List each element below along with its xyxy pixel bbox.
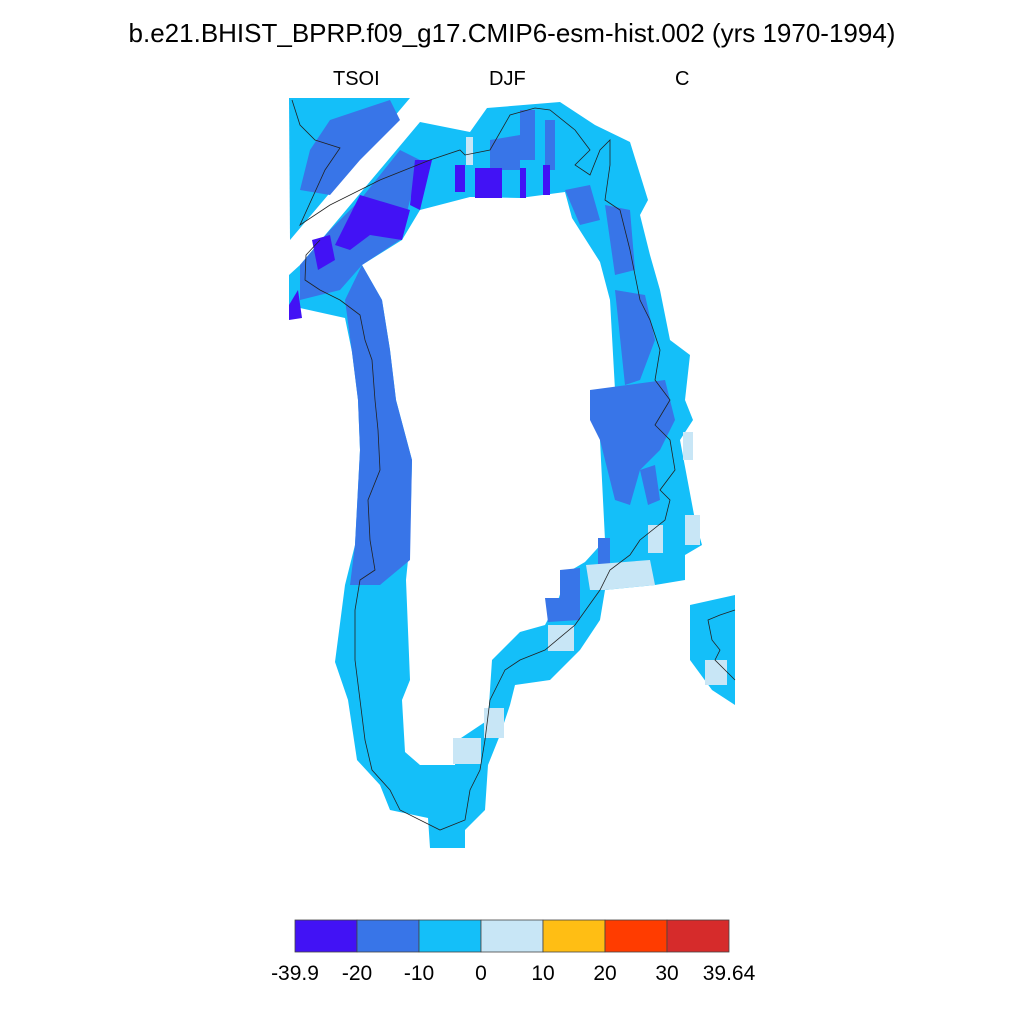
colorbar-box: [666, 919, 730, 953]
colorbar-box: [356, 919, 420, 953]
colorbar-tick-label: 0: [475, 962, 487, 985]
map-field-dark-blue: [289, 160, 550, 320]
colorbar-box: [480, 919, 544, 953]
variable-label: TSOI: [333, 68, 380, 90]
season-label: DJF: [489, 68, 526, 90]
colorbar-tick-label: 39.64: [702, 962, 756, 985]
island-coastline: [707, 609, 736, 681]
colorbar-tick-label: -39.9: [271, 962, 319, 985]
colorbar-box: [542, 919, 606, 953]
colorbar-tick-label: -20: [341, 962, 373, 985]
plot-title: b.e21.BHIST_BPRP.f09_g17.CMIP6-esm-hist.…: [128, 18, 896, 48]
colorbar-box: [604, 919, 668, 953]
colorbar-tick-label: 20: [593, 962, 617, 985]
colorbar-box: [294, 919, 358, 953]
colorbar-box: [418, 919, 482, 953]
coastline: [291, 99, 676, 831]
units-label: C: [675, 68, 690, 90]
colorbar-tick-label: 10: [531, 962, 555, 985]
colorbar-tick-label: -10: [403, 962, 435, 985]
colorbar-tick-label: 30: [655, 962, 679, 985]
